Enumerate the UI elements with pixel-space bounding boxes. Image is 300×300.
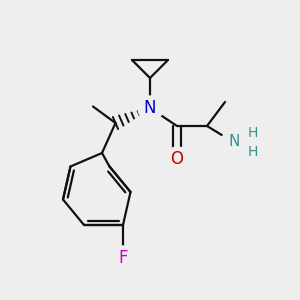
Text: F: F bbox=[118, 249, 128, 267]
Text: N: N bbox=[144, 99, 156, 117]
Text: H: H bbox=[248, 127, 258, 140]
Text: H: H bbox=[248, 145, 258, 158]
Text: N: N bbox=[228, 134, 240, 148]
Text: O: O bbox=[170, 150, 184, 168]
